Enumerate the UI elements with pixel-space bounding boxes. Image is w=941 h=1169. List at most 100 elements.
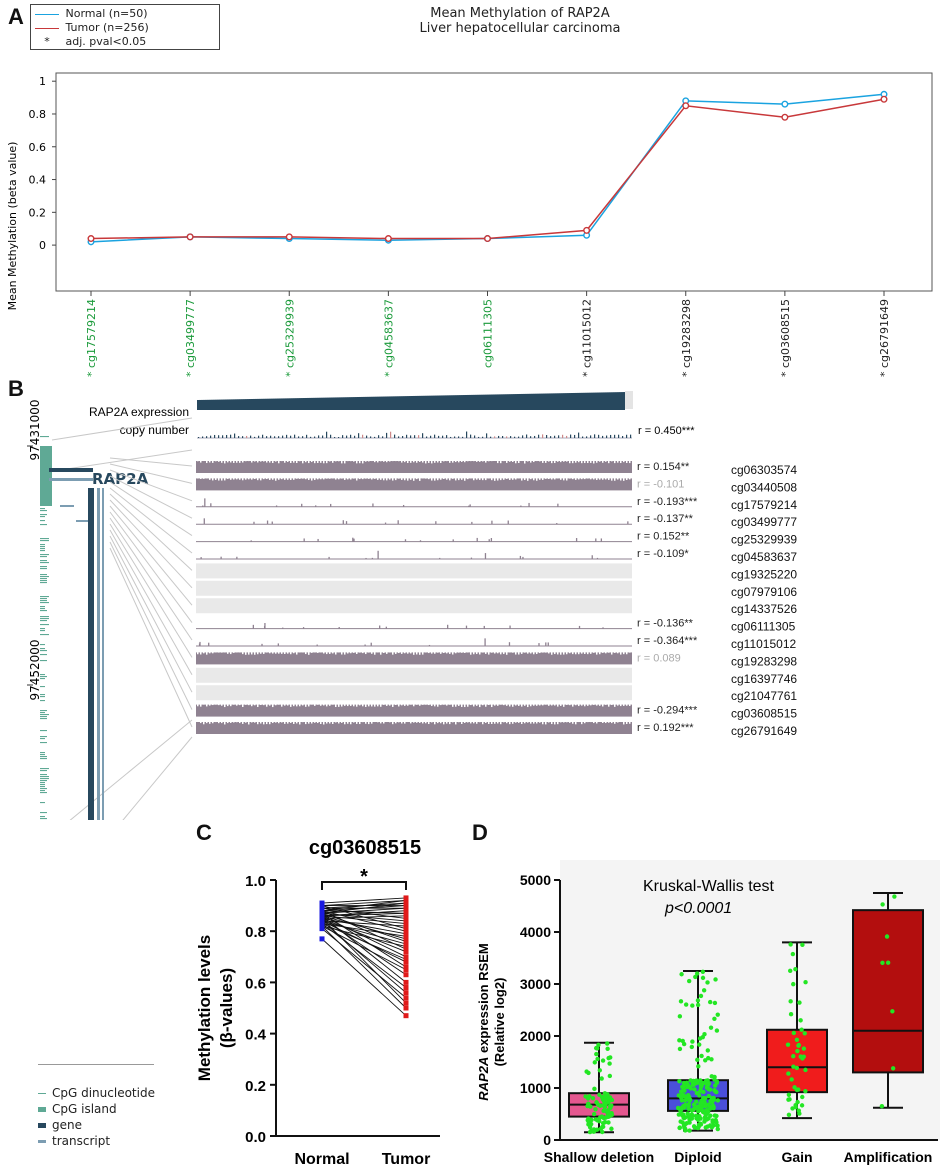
d-sample-point [795,1099,800,1105]
probe-track-gap [323,651,325,654]
expression-bar [281,398,283,410]
probe-track-gap [530,721,532,724]
copy-number-tick [214,434,216,438]
expression-bar [395,396,397,410]
probe-track-gap [473,477,475,481]
probe-track-gap [233,477,235,480]
d-sample-point [603,1115,609,1120]
probe-track-spike [471,521,473,525]
probe-track-spike [261,643,263,646]
probe-track-gap [407,703,409,706]
gene-swatch [38,1123,46,1128]
probe-track-gap [197,460,199,462]
tumor-point [880,95,888,103]
probe-id-label: cg03499777 [731,515,797,529]
probe-track-gap [554,651,556,655]
d-sample-point [890,1009,895,1014]
probe-track-gap [566,721,568,723]
probe-track-gap [353,721,355,723]
c-normal-point [319,921,325,927]
probe-track-gap [383,721,385,724]
probe-track-gap [314,703,316,706]
d-sample-point [605,1108,611,1113]
probe-track-gap [269,477,271,480]
probe-track-gap [584,651,586,655]
probe-track-gap [386,651,388,654]
probe-track-gap [242,703,244,707]
cpg-dinucleotide-mark [40,714,49,716]
probe-track-gap [299,703,301,707]
d-sample-point [694,971,700,976]
copy-number-tick [306,434,308,438]
probe-track-gap [344,651,346,655]
probe-track-gap [209,721,211,724]
probe-track-spike [316,644,318,646]
d-sample-point [587,1129,593,1135]
cpg-dinucleotide-mark [40,602,49,604]
c-tumor-point [403,949,409,955]
d-sample-point [700,975,706,981]
probe-track-gap [620,703,622,707]
expression-bar [617,392,619,410]
a-category-label: * cg03499777 [184,299,197,377]
d-sample-point [788,968,793,974]
probe-track-gap [326,460,328,464]
expression-bar [331,397,333,410]
probe-track-gap [512,460,514,463]
copy-number-tick [438,435,440,438]
probe-track-gap [332,651,334,654]
probe-track-gap [335,460,337,462]
d-sample-point [885,960,891,965]
probe-connector [109,511,193,623]
probe-track-gap [479,651,481,655]
d-sample-point [592,1060,597,1065]
probe-track-gap [254,460,256,462]
expression-bar [445,395,447,410]
expression-bar [521,393,523,410]
probe-track-gap [197,721,199,723]
d-sample-point [684,1084,690,1090]
expression-bar [597,392,599,410]
expression-bar [207,399,209,410]
probe-track-gap [302,460,304,464]
d-sample-point [607,1061,612,1066]
c-tumor-point [403,995,409,1001]
expression-bar [455,395,457,410]
cpg-dinucleotide-mark [40,538,49,540]
expression-bar [387,396,389,410]
probe-track-gap [572,721,574,724]
d-sample-point [696,1064,701,1069]
probe-track-spike [263,626,266,629]
d-ytick-label: 2000 [520,1028,551,1044]
expression-bar [327,397,329,410]
probe-track-gap [449,651,451,654]
cpg-dinucleotide-mark [40,644,45,646]
probe-track-gap [623,460,625,463]
probe-track-gap [527,651,529,654]
expression-bar [265,398,267,410]
probe-track-gap [536,651,538,655]
expression-bar [283,398,285,410]
probe-track-gap [452,721,454,723]
probe-track-gap [332,703,334,705]
probe-track-gap [245,703,247,705]
probe-track-gap [341,721,343,723]
probe-id-label: cg21047761 [731,689,797,703]
d-sample-point [680,1038,685,1044]
legend-significance: * adj. pval<0.05 [35,35,146,48]
probe-track-gap [239,703,241,706]
copy-number-tick [538,434,540,438]
probe-track-gap [569,703,571,706]
cpg-dinucleotide-mark [40,634,49,636]
cpg-dinucleotide-mark [40,580,47,582]
cpg-dinucleotide-mark [40,742,47,744]
probe-track-gap [497,477,499,481]
expression-bar [585,392,587,410]
probe-track-gap [446,460,448,462]
probe-track-gap [521,721,523,725]
probe-track-gap [464,460,466,463]
panel-a-series [87,90,888,246]
d-sample-point [677,1125,682,1131]
d-sample-point [692,1106,697,1111]
probe-track-gap [485,651,487,654]
